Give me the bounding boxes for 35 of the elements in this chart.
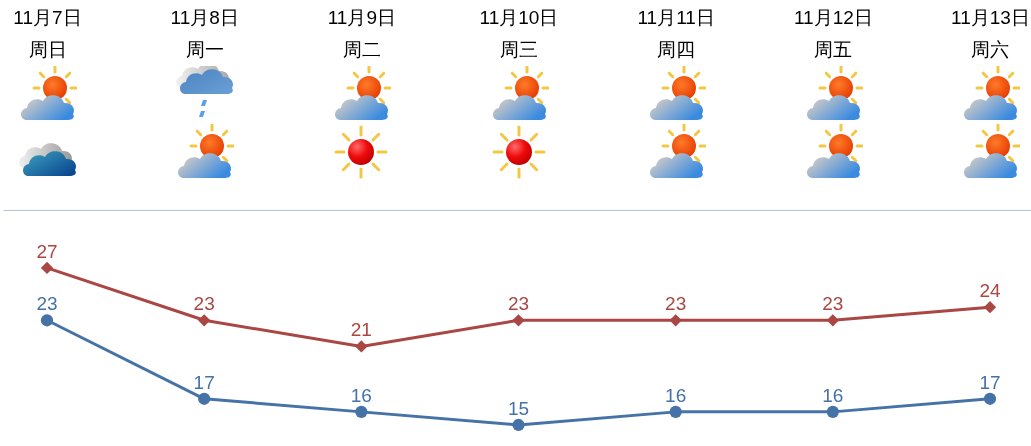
point [355,340,368,353]
data-label: 16 [822,384,844,406]
point [983,301,997,314]
data-label: 27 [36,240,58,262]
point [512,314,525,327]
data-label: 17 [979,371,1001,393]
point [669,405,682,418]
data-label: 17 [193,371,215,393]
point [40,261,54,275]
point [512,418,525,432]
x-tick-label: 11月11日周四 [637,6,715,60]
data-label: 23 [665,293,687,315]
data-label: 23 [507,293,530,315]
x-tick-label: 11月8日周一 [170,6,239,60]
point [40,314,54,327]
x-tick-label: 11月9日周二 [327,6,396,60]
point [355,405,368,418]
data-label: 23 [36,293,58,315]
point [669,314,682,327]
point [826,405,839,418]
data-label: 23 [193,293,215,315]
point [983,392,997,405]
data-label: 24 [979,280,1001,302]
data-label: 15 [507,397,530,419]
point [198,314,211,327]
x-tick-label: 11月13日周六 [951,6,1030,60]
x-tick-label: 11月12日周五 [793,6,873,60]
x-tick-label: 11月10日周三 [479,6,559,60]
point [826,314,839,327]
x-tick-label: 11月7日周日 [13,6,82,60]
data-label: 16 [665,384,687,406]
data-label: 21 [350,319,372,341]
data-label: 16 [350,384,372,406]
data-label: 23 [822,293,844,315]
point [198,392,211,405]
